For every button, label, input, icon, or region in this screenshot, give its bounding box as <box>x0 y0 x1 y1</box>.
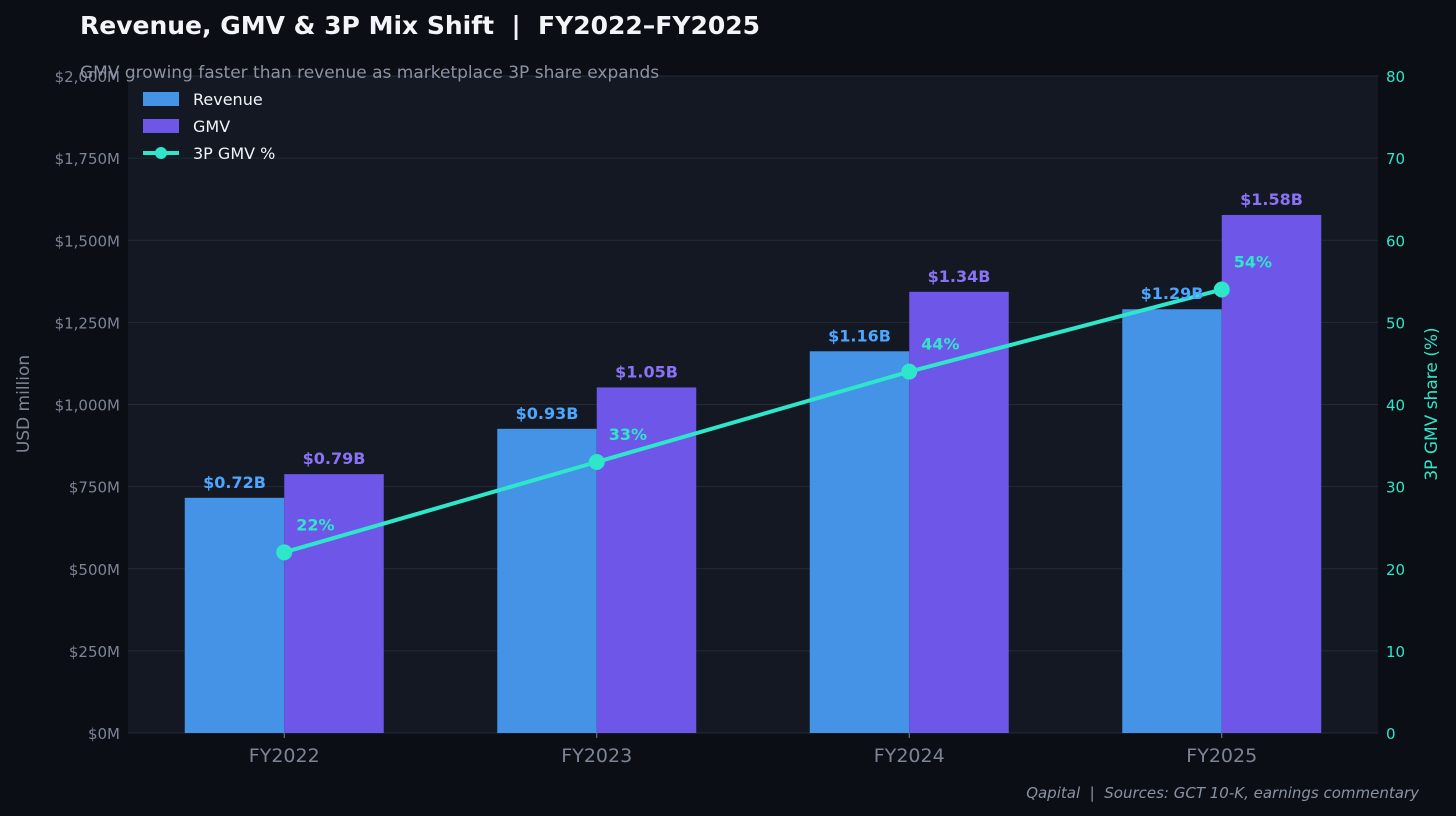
legend-swatch-share-marker <box>155 147 167 159</box>
revenue-bar <box>497 428 597 733</box>
legend-label-share: 3P GMV % <box>193 144 275 163</box>
y-tick-label: $1,750M <box>55 150 120 168</box>
share-data-label: 44% <box>921 335 959 354</box>
y-tick-label: $1,250M <box>55 314 120 332</box>
axes: $0M $250M $500M $750M $1,000M $1,250M $1,500M $… <box>55 68 1406 767</box>
revenue-bar <box>809 351 910 733</box>
legend-label-revenue: Revenue <box>193 90 263 109</box>
share-data-label: 54% <box>1234 253 1272 272</box>
y2-tick-label: 40 <box>1386 397 1405 415</box>
legend-swatch-revenue <box>143 92 179 106</box>
legend-swatch-gmv <box>143 119 179 133</box>
share-line <box>283 287 1223 555</box>
y-tick-label: $1,500M <box>55 232 120 250</box>
gmv-data-label: $1.34B <box>928 267 991 286</box>
revenue-bar <box>184 497 285 733</box>
legend: Revenue GMV 3P GMV % <box>143 90 275 163</box>
y2-tick-label: 60 <box>1386 232 1405 250</box>
y2-tick-label: 20 <box>1386 561 1405 579</box>
gmv-data-label: $0.79B <box>303 449 366 468</box>
y2-axis-label: 3P GMV share (%) <box>1422 327 1442 480</box>
share-point <box>901 363 918 380</box>
gmv-bar <box>1221 214 1322 733</box>
share-point <box>588 453 605 470</box>
y-tick-label: $750M <box>69 479 120 497</box>
y2-tick-label: 30 <box>1386 479 1405 497</box>
chart-title: Revenue, GMV & 3P Mix Shift | FY2022–FY2… <box>80 11 760 40</box>
legend-label-gmv: GMV <box>193 117 230 136</box>
y-tick-label: $250M <box>69 643 120 661</box>
revenue-data-label: $1.29B <box>1141 284 1204 303</box>
data-labels: $0.72B $0.79B $0.93B $1.05B $1.16B $1.34B $1.2… <box>203 190 1303 534</box>
y-tick-label: $500M <box>69 561 120 579</box>
y-tick-label: $1,000M <box>55 397 120 415</box>
chart-subtitle: GMV growing faster than revenue as marke… <box>80 63 659 83</box>
y2-tick-label: 0 <box>1386 725 1396 743</box>
gmv-bar <box>596 387 697 733</box>
y2-tick-label: 70 <box>1386 150 1405 168</box>
gmv-data-label: $1.58B <box>1240 190 1303 209</box>
x-tick-label: FY2022 <box>249 745 320 767</box>
line-series <box>276 281 1230 561</box>
gmv-bar <box>284 474 384 733</box>
x-tick-label: FY2025 <box>1186 745 1257 767</box>
revenue-bar <box>1122 309 1222 733</box>
gmv-data-label: $1.05B <box>615 362 678 381</box>
share-data-label: 22% <box>296 515 334 534</box>
revenue-data-label: $0.72B <box>203 473 266 492</box>
y-tick-label: $0M <box>88 725 120 743</box>
chart-footer: Qapital | Sources: GCT 10-K, earnings co… <box>1026 784 1420 802</box>
share-point <box>276 544 293 561</box>
revenue-data-label: $1.16B <box>828 326 891 345</box>
x-tick-label: FY2024 <box>874 745 945 767</box>
y2-tick-label: 50 <box>1386 314 1405 332</box>
share-data-label: 33% <box>609 425 647 444</box>
share-point <box>1213 281 1230 298</box>
y-tick-label: $2,000M <box>55 68 120 86</box>
revenue-data-label: $0.93B <box>516 404 579 423</box>
y2-tick-label: 10 <box>1386 643 1405 661</box>
y2-tick-label: 80 <box>1386 68 1405 86</box>
x-tick-label: FY2023 <box>561 745 632 767</box>
y-axis-label: USD million <box>14 355 34 453</box>
